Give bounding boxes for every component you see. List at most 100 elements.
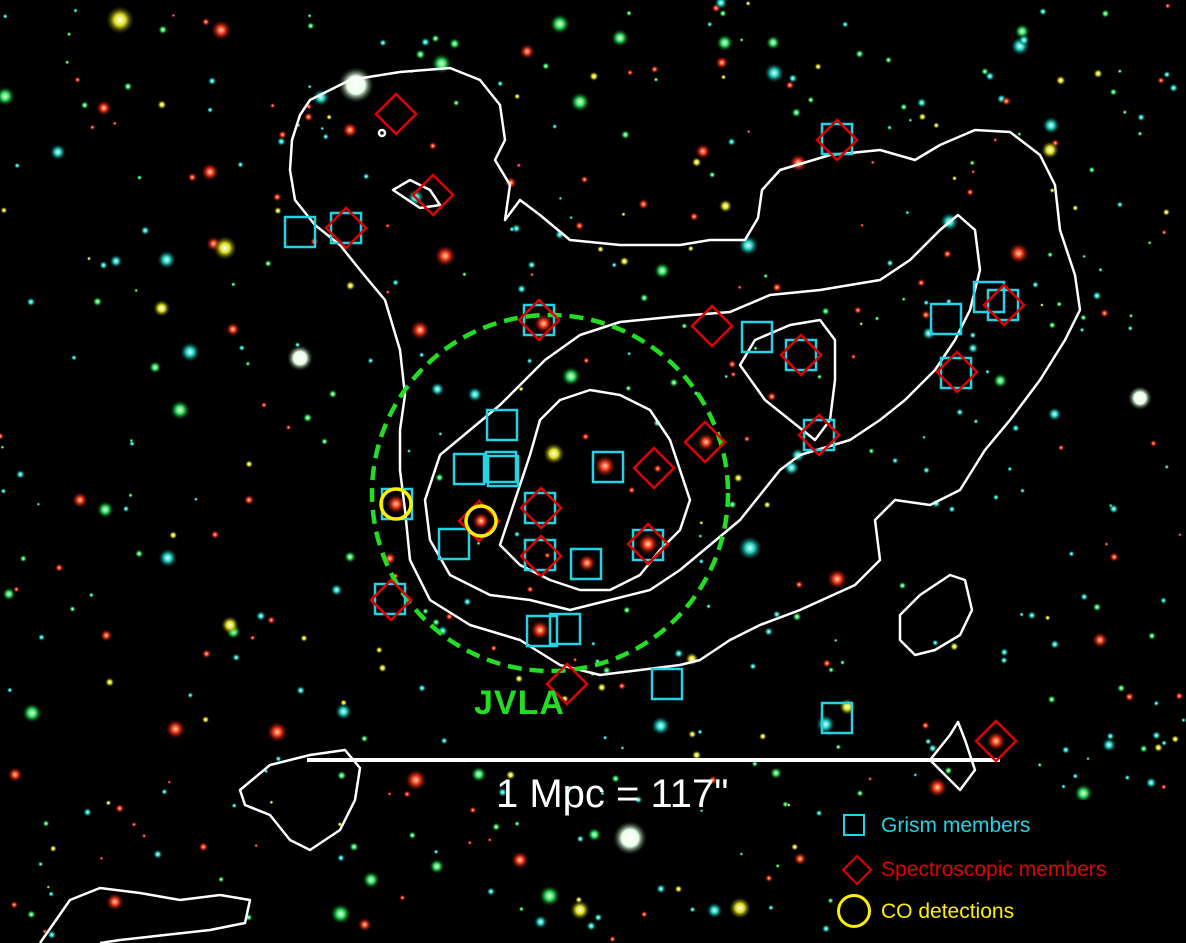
field-source	[1164, 2, 1171, 9]
field-source	[611, 262, 618, 268]
spectroscopic-member-marker	[797, 413, 841, 457]
field-source	[1018, 34, 1030, 46]
field-source	[509, 226, 515, 233]
field-source	[927, 777, 948, 798]
field-source	[134, 549, 144, 558]
field-source	[1080, 592, 1089, 601]
bright-source	[287, 345, 313, 371]
field-source	[210, 19, 232, 41]
field-source	[763, 501, 771, 509]
field-source	[404, 769, 427, 791]
east-contour	[738, 318, 837, 442]
field-source	[602, 666, 611, 675]
field-source	[533, 313, 554, 334]
field-source	[1001, 96, 1012, 106]
bright-source	[613, 821, 647, 855]
field-source	[430, 382, 445, 397]
field-source	[1104, 541, 1109, 547]
field-source	[1050, 639, 1060, 649]
spectroscopic-member-marker	[974, 719, 1018, 763]
field-source	[1037, 762, 1043, 768]
bright-source	[213, 236, 237, 260]
field-source	[917, 278, 926, 287]
field-source	[656, 884, 666, 894]
field-source	[1086, 756, 1090, 761]
field-source	[344, 550, 356, 563]
field-source	[266, 721, 288, 743]
field-source	[1056, 301, 1063, 308]
field-source	[165, 719, 186, 739]
field-source	[225, 322, 240, 337]
field-source	[403, 790, 411, 798]
bright-source	[386, 494, 406, 514]
field-source	[0, 445, 5, 450]
field-source	[719, 9, 727, 18]
field-source	[136, 174, 143, 181]
field-source	[992, 494, 1000, 501]
field-source	[549, 13, 571, 35]
field-source	[320, 126, 325, 131]
field-source	[793, 852, 807, 866]
field-source	[969, 159, 976, 166]
field-source	[14, 162, 21, 169]
southeast-contour	[928, 720, 977, 792]
field-source	[399, 894, 406, 901]
field-source	[296, 685, 306, 695]
grism-member-marker	[484, 450, 518, 484]
field-source	[47, 930, 57, 940]
field-source	[302, 412, 313, 423]
grism-member-marker	[452, 452, 486, 486]
field-source	[746, 129, 751, 134]
field-source	[1163, 70, 1171, 79]
field-source	[434, 245, 457, 267]
density-contours	[38, 66, 1082, 943]
field-source	[385, 289, 391, 295]
bright-source	[530, 620, 550, 640]
field-source	[891, 457, 899, 464]
field-source	[767, 904, 775, 911]
field-source	[918, 112, 927, 121]
field-source	[131, 821, 137, 828]
field-source	[360, 734, 369, 743]
field-source	[467, 840, 473, 846]
field-source	[431, 53, 452, 74]
field-source	[1145, 777, 1157, 789]
field-source	[73, 8, 78, 14]
field-source	[490, 644, 498, 652]
field-source	[948, 505, 956, 513]
field-source	[720, 74, 727, 80]
field-source	[69, 605, 76, 613]
field-source	[99, 260, 108, 270]
spectroscopic-members	[324, 92, 1026, 763]
field-source	[1101, 9, 1110, 18]
field-source	[718, 199, 733, 213]
field-source	[307, 84, 313, 89]
field-source	[791, 843, 799, 851]
field-source	[161, 788, 168, 796]
field-source	[850, 354, 857, 360]
field-source	[418, 351, 425, 358]
bright-source	[180, 342, 200, 362]
field-source	[74, 76, 81, 84]
field-source	[435, 473, 444, 483]
field-source	[1102, 737, 1116, 752]
field-source	[1164, 464, 1170, 470]
field-source	[1153, 700, 1160, 707]
field-source	[782, 800, 789, 808]
field-source	[815, 809, 823, 817]
spectroscopic-member-marker	[815, 118, 859, 162]
field-source	[587, 827, 602, 842]
field-source	[884, 56, 893, 64]
field-source	[1019, 488, 1026, 494]
field-source	[1169, 83, 1179, 93]
field-source	[699, 808, 704, 813]
field-source	[529, 272, 535, 278]
field-source	[486, 887, 496, 896]
field-source	[48, 890, 55, 898]
field-source	[639, 293, 649, 303]
field-source	[839, 659, 846, 666]
bright-source	[594, 455, 616, 477]
grism-member-marker	[486, 454, 520, 488]
field-source	[1122, 109, 1128, 115]
field-source	[274, 206, 282, 215]
